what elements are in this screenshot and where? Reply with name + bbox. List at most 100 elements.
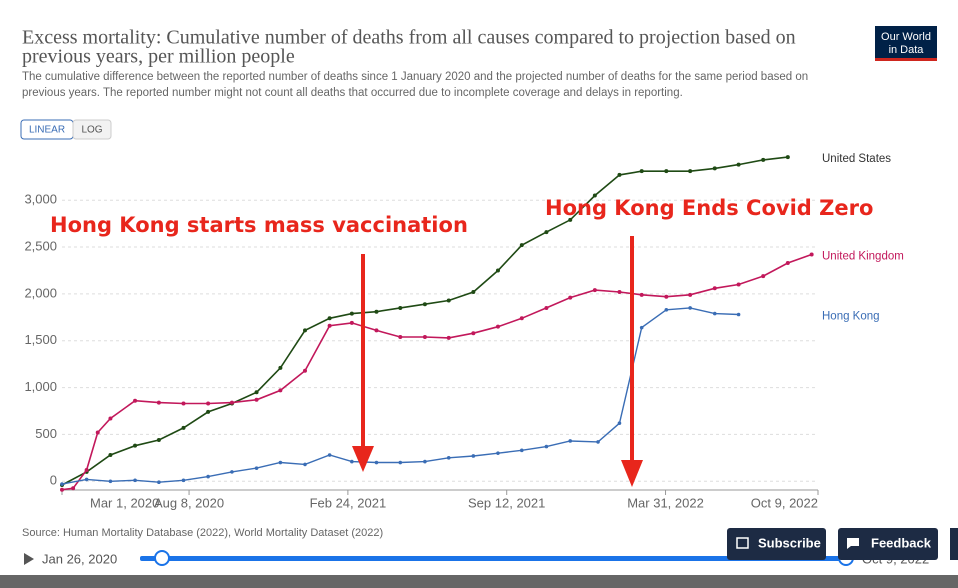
- series-point: [350, 459, 354, 464]
- series-point: [157, 480, 161, 485]
- slider-track[interactable]: [140, 556, 850, 561]
- slider-handle[interactable]: [154, 550, 170, 566]
- series-point: [278, 460, 283, 465]
- title: previous years, per million people: [22, 46, 295, 68]
- series-point: [664, 308, 669, 312]
- x-tick-label: Mar 1, 2020: [90, 495, 159, 510]
- series-point: [544, 230, 549, 235]
- series-point: [156, 438, 161, 443]
- play-button[interactable]: [24, 553, 34, 565]
- series-point: [519, 448, 524, 453]
- series-point: [254, 397, 259, 402]
- logo: Our World in Data: [875, 26, 937, 61]
- x-tick-label: Sep 12, 2021: [468, 495, 545, 510]
- series-point: [519, 243, 524, 248]
- series-point: [230, 470, 234, 474]
- series-point: [422, 334, 427, 339]
- series-point: [664, 294, 669, 299]
- annotations: Hong Kong starts mass vaccination Hong K…: [50, 196, 873, 487]
- logo-text: Our World: [881, 31, 931, 43]
- subscribe-box[interactable]: [727, 528, 826, 560]
- series-point: [254, 466, 259, 470]
- x-tick-label: Oct 9, 2022: [751, 495, 818, 510]
- series-point: [639, 292, 644, 297]
- series-point: [254, 390, 259, 395]
- subtitle: previous years. The reported number migh…: [22, 87, 683, 99]
- series-point: [278, 365, 283, 370]
- subtitle: The cumulative difference between the re…: [22, 71, 808, 83]
- series-point: [398, 460, 403, 465]
- series-point: [398, 305, 403, 310]
- series-point: [809, 252, 814, 257]
- series-point: [688, 306, 692, 310]
- series-point: [761, 274, 766, 279]
- series-point: [108, 416, 113, 421]
- series-point: [349, 311, 354, 316]
- series-point: [568, 217, 573, 222]
- series-point: [736, 162, 741, 167]
- linear-label[interactable]: LINEAR: [29, 125, 65, 136]
- series-point: [71, 486, 76, 491]
- arrow-head: [621, 460, 643, 487]
- series-point: [423, 459, 427, 464]
- series-line: [61, 253, 812, 491]
- series-point: [206, 409, 211, 414]
- series-point: [374, 309, 379, 314]
- series-point: [736, 282, 741, 287]
- series-point: [617, 172, 622, 177]
- series-label: United Kingdom: [822, 251, 904, 263]
- series-point: [761, 157, 766, 162]
- scale-toggle[interactable]: LINEAR LOG: [20, 119, 112, 140]
- logo-text: in Data: [889, 44, 925, 56]
- subscribe-button[interactable]: Subscribe: [727, 528, 826, 560]
- series-point: [617, 290, 622, 295]
- series-point: [639, 169, 644, 174]
- series-point: [181, 401, 186, 406]
- log-button[interactable]: [72, 119, 112, 140]
- timeline[interactable]: Jan 26, 2020 Oct 9, 2022: [24, 550, 929, 566]
- log-label[interactable]: LOG: [81, 125, 102, 136]
- series-point: [471, 290, 476, 295]
- series-point: [446, 298, 451, 303]
- subscribe-label[interactable]: Subscribe: [758, 535, 821, 550]
- x-tick-label: Aug 8, 2020: [154, 495, 224, 510]
- feedback-icon: [847, 538, 859, 549]
- feedback-box[interactable]: [838, 528, 938, 560]
- series-point: [519, 316, 524, 321]
- series-point: [181, 478, 186, 483]
- series-point: [327, 453, 332, 457]
- series-point: [544, 305, 549, 310]
- y-tick-label: 2,500: [24, 238, 57, 253]
- series-point: [592, 193, 597, 198]
- series-point: [156, 400, 161, 405]
- series-point: [639, 325, 644, 330]
- logo-box: [875, 26, 937, 61]
- arrow-head: [352, 446, 374, 472]
- series-point: [303, 328, 307, 333]
- series-point: [496, 451, 500, 455]
- series-point: [664, 169, 669, 174]
- series-point: [785, 260, 790, 265]
- series-point: [108, 479, 113, 484]
- feedback-button[interactable]: Feedback: [838, 528, 938, 560]
- series-point: [712, 166, 717, 171]
- series-label: Hong Kong: [822, 311, 880, 323]
- series-point: [712, 286, 717, 291]
- partial-button[interactable]: [950, 528, 958, 560]
- series-point: [495, 324, 500, 329]
- series-point: [327, 316, 332, 321]
- plot: 0 500 1,000 1,500 2,000 2,500 3,000 Mar 1, 2020…: [24, 153, 903, 510]
- subscribe-icon: [736, 537, 749, 549]
- series-point: [374, 460, 379, 465]
- series-point: [471, 331, 476, 336]
- series-point: [736, 312, 741, 317]
- series-point: [592, 288, 597, 293]
- source: Source: Human Mortality Database (2022),…: [22, 527, 383, 539]
- series-point: [568, 295, 573, 300]
- series-point: [596, 440, 600, 444]
- feedback-label[interactable]: Feedback: [871, 535, 932, 550]
- series-point: [303, 462, 307, 467]
- series-point: [568, 439, 573, 443]
- y-tick-label: 1,000: [24, 379, 57, 394]
